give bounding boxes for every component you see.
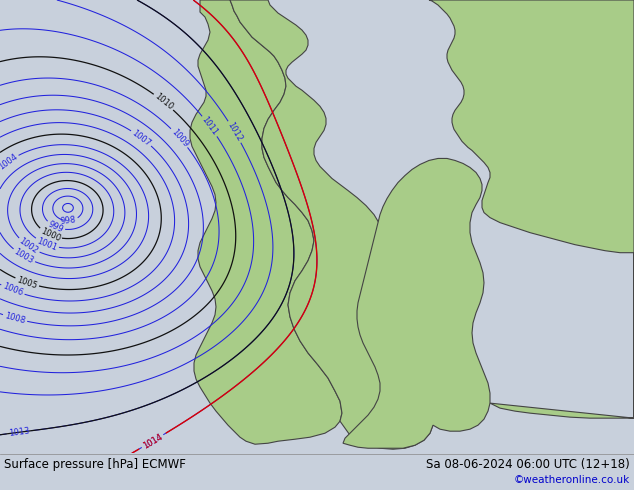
Polygon shape [230, 0, 433, 449]
Text: 1003: 1003 [13, 247, 35, 266]
Text: Sa 08-06-2024 06:00 UTC (12+18): Sa 08-06-2024 06:00 UTC (12+18) [426, 458, 630, 471]
Text: 1005: 1005 [16, 275, 39, 290]
Text: 1010: 1010 [153, 92, 174, 112]
Text: 1012: 1012 [226, 121, 244, 143]
Text: 1004: 1004 [0, 152, 19, 172]
Text: 999: 999 [46, 220, 65, 234]
Text: 1013: 1013 [8, 426, 30, 438]
Polygon shape [343, 158, 490, 448]
Text: 1014: 1014 [141, 432, 164, 450]
Polygon shape [429, 0, 634, 418]
Polygon shape [190, 0, 342, 444]
Text: Surface pressure [hPa] ECMWF: Surface pressure [hPa] ECMWF [4, 458, 186, 471]
Text: 998: 998 [60, 215, 77, 226]
Text: 1006: 1006 [1, 282, 24, 298]
Text: ©weatheronline.co.uk: ©weatheronline.co.uk [514, 475, 630, 485]
Text: 1002: 1002 [17, 237, 40, 256]
Text: 1001: 1001 [36, 236, 58, 252]
Text: 1008: 1008 [4, 311, 27, 325]
Text: 1009: 1009 [169, 127, 190, 148]
Text: 1007: 1007 [130, 128, 153, 148]
Text: 1014: 1014 [141, 432, 164, 450]
Text: 1011: 1011 [200, 115, 219, 137]
Text: 1000: 1000 [39, 226, 62, 244]
